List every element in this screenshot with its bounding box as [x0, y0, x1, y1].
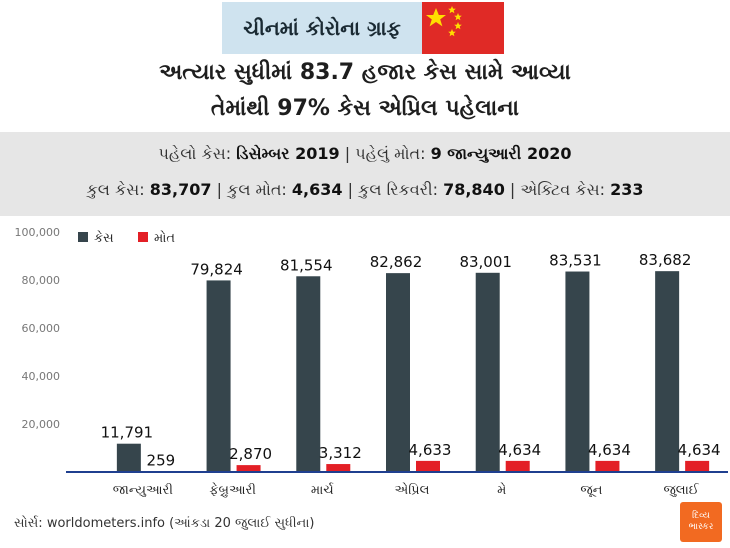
- deaths-data-label: 4,634: [678, 441, 721, 459]
- headline-line-2: તેમાંથી 97% કેસ એપ્રિલ પહેલાના: [210, 96, 520, 121]
- total-deaths-value: 4,634: [291, 180, 343, 199]
- cases-bar: [386, 273, 410, 472]
- active-cases-label: એક્ટિવ કેસ:: [520, 180, 605, 199]
- badge-title: ચીનમાં કોરોના ગ્રાફ: [243, 16, 401, 40]
- x-tick-label: ફેબ્રુઆરી: [209, 482, 256, 498]
- cases-data-label: 83,531: [549, 252, 602, 270]
- total-recovered-label: કુલ રિકવરી:: [358, 180, 438, 199]
- summary-line-2: કુલ કેસ: 83,707 | કુલ મોત: 4,634 | કુલ ર…: [0, 180, 730, 200]
- x-tick-label: મે: [497, 482, 506, 498]
- cases-data-label: 81,554: [280, 256, 333, 274]
- x-tick-label: જાન્યુઆરી: [113, 482, 173, 498]
- cases-data-label: 83,001: [459, 253, 512, 271]
- cases-bar: [116, 443, 141, 472]
- x-tick-label: જુલાઈ: [663, 482, 699, 498]
- cases-bar: [655, 271, 680, 472]
- total-cases-value: 83,707: [149, 180, 212, 199]
- deaths-bar: [505, 460, 530, 472]
- source-text: worldometers.info (આંકડા 20 જુલાઈ સુધીના…: [46, 516, 315, 531]
- cases-data-label: 82,862: [370, 253, 423, 271]
- total-recovered-value: 78,840: [443, 180, 505, 199]
- cases-bar: [475, 272, 500, 472]
- separator: |: [509, 180, 516, 199]
- y-tick-label: 20,000: [22, 418, 61, 431]
- total-cases-label: કુલ કેસ:: [86, 180, 145, 199]
- china-flag-icon: [422, 2, 504, 54]
- separator: |: [344, 144, 351, 163]
- y-tick-label: 60,000: [22, 322, 61, 335]
- deaths-data-label: 4,634: [588, 441, 631, 459]
- cases-data-label: 83,682: [639, 251, 692, 269]
- source-label: સોર્સ:: [14, 516, 43, 531]
- deaths-bar: [416, 460, 440, 472]
- first-case-value: ડિસેમ્બર 2019: [236, 144, 340, 163]
- deaths-bar: [595, 460, 620, 472]
- deaths-data-label: 259: [147, 451, 176, 469]
- first-case-label: પહેલો કેસ:: [158, 144, 232, 163]
- total-deaths-label: કુલ મોત:: [227, 180, 287, 199]
- y-tick-label: 40,000: [22, 370, 61, 383]
- title-badge: ચીનમાં કોરોના ગ્રાફ: [222, 2, 504, 54]
- summary-band: પહેલો કેસ: ડિસેમ્બર 2019 | પહેલું મોત: 9…: [0, 132, 730, 216]
- legend-label: મોત: [154, 230, 175, 246]
- deaths-bar: [236, 465, 261, 472]
- logo-line-1: દિવ્ય: [692, 511, 710, 521]
- deaths-data-label: 3,312: [319, 444, 362, 462]
- bar-chart: 20,000 40,000 60,000 80,000 100,000 કેસ મોત 11,…: [15, 226, 728, 498]
- legend-swatch: [78, 232, 88, 242]
- first-death-value: 9 જાન્યુઆરી 2020: [430, 144, 572, 163]
- x-tick-label: એપ્રિલ: [395, 482, 430, 498]
- separator: |: [216, 180, 222, 199]
- deaths-data-label: 4,634: [498, 441, 541, 459]
- separator: |: [347, 180, 354, 199]
- cases-bar: [206, 280, 231, 472]
- divya-bhaskar-logo: દિવ્ય ભાસ્કર: [680, 502, 722, 542]
- y-tick-label: 100,000: [15, 226, 61, 239]
- deaths-data-label: 4,633: [409, 441, 452, 459]
- deaths-bar: [326, 464, 351, 472]
- headline-line-1: અત્યાર સુધીમાં 83.7 હજાર કેસ સામે આવ્યા: [159, 60, 571, 85]
- logo-line-2: ભાસ્કર: [688, 522, 714, 532]
- deaths-data-label: 2,870: [229, 445, 272, 463]
- legend-swatch: [138, 232, 148, 242]
- cases-data-label: 11,791: [101, 424, 154, 442]
- y-tick-label: 80,000: [22, 274, 61, 287]
- x-tick-label: જૂન: [580, 483, 602, 498]
- x-tick-label: માર્ચ: [311, 482, 334, 498]
- cases-bar: [296, 276, 321, 472]
- first-death-label: પહેલું મોત:: [355, 144, 426, 163]
- summary-line-1: પહેલો કેસ: ડિસેમ્બર 2019 | પહેલું મોત: 9…: [0, 144, 730, 164]
- cases-data-label: 79,824: [190, 260, 243, 278]
- active-cases-value: 233: [610, 180, 644, 199]
- legend-label: કેસ: [94, 230, 114, 246]
- source-footer: સોર્સ: worldometers.info (આંકડા 20 જુલાઈ…: [14, 516, 315, 531]
- deaths-bar: [685, 460, 710, 472]
- cases-bar: [565, 271, 590, 472]
